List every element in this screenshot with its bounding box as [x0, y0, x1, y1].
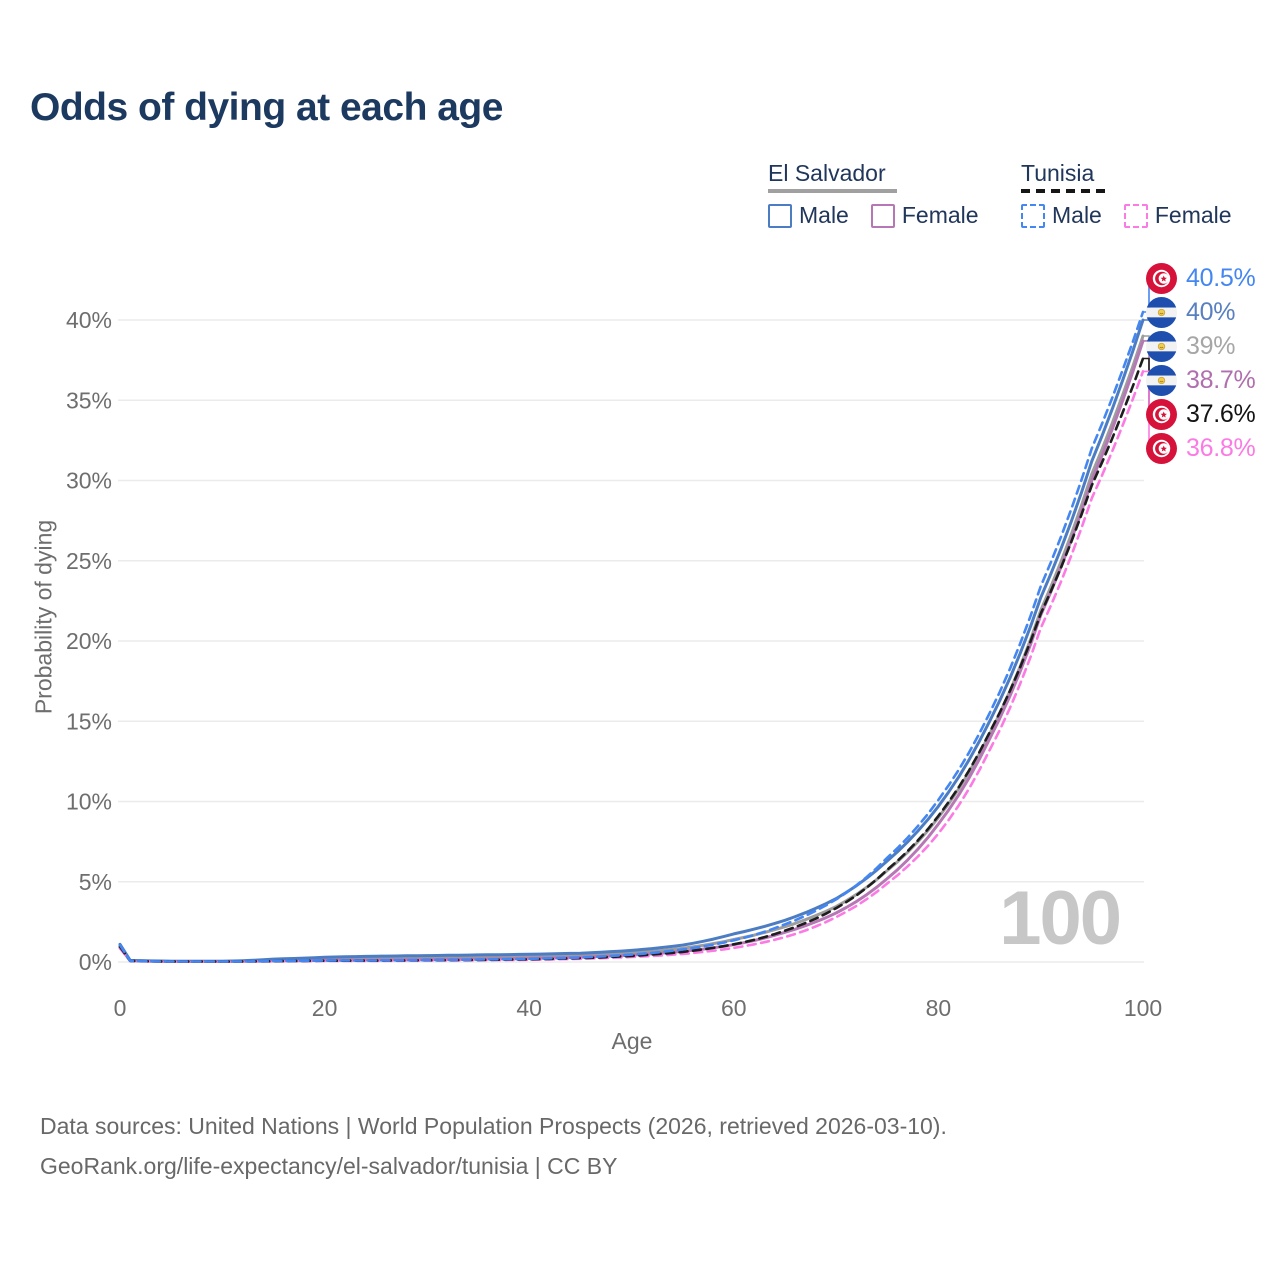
el-salvador-flag-icon: [1146, 364, 1177, 396]
y-tick-label: 35%: [66, 387, 112, 413]
female-dashed-swatch-icon: [1123, 203, 1148, 228]
series-line-tn-male: [118, 310, 1145, 963]
footer: Data sources: United Nations | World Pop…: [40, 1106, 947, 1186]
end-label-value: 36.8%: [1186, 433, 1256, 462]
x-tick-label: 0: [114, 995, 127, 1021]
x-axis-title: Age: [611, 1028, 653, 1054]
legend-country-label: Tunisia: [1021, 160, 1095, 186]
end-label-value: 37.6%: [1186, 399, 1256, 428]
tunisia-flag-icon: [1146, 398, 1177, 430]
tunisia-flag-icon: [1146, 432, 1177, 464]
data-sources-line: Data sources: United Nations | World Pop…: [40, 1113, 947, 1139]
end-label-sv-male: 40%: [1146, 296, 1236, 328]
y-tick-label: 25%: [66, 548, 112, 574]
series-line-tn-all: [118, 357, 1145, 963]
male-solid-swatch-icon: [768, 203, 792, 228]
y-tick-label: 20%: [66, 628, 112, 654]
y-axis-title: Probability of dying: [30, 519, 57, 715]
legend-item-el-salvador-male[interactable]: Male: [768, 202, 849, 229]
legend-item-label: Female: [901, 202, 979, 228]
x-tick-label: 100: [1124, 995, 1162, 1021]
end-label-value: 39%: [1186, 331, 1236, 360]
legend-item-el-salvador-female[interactable]: Female: [870, 202, 979, 229]
legend-group-el-salvador: El Salvador Male Female: [768, 160, 979, 229]
legend-item-label: Male: [1052, 202, 1102, 228]
y-tick-label: 10%: [66, 789, 112, 815]
legend-item-label: Male: [799, 202, 849, 228]
end-label-value: 38.7%: [1186, 365, 1256, 394]
attribution-line: GeoRank.org/life-expectancy/el-salvador/…: [40, 1153, 618, 1179]
x-tick-label: 40: [516, 995, 542, 1021]
page-title: Odds of dying at each age: [30, 86, 503, 129]
male-dashed-swatch-icon: [1021, 203, 1045, 228]
x-tick-label: 60: [721, 995, 747, 1021]
el-salvador-flag-icon: [1146, 330, 1177, 362]
end-label-value: 40%: [1186, 297, 1236, 326]
tunisia-line-style-rule: [1021, 189, 1105, 193]
series-line-sv-male: [118, 318, 1145, 963]
end-label-sv-all: 39%: [1146, 330, 1236, 362]
x-tick-label: 80: [926, 995, 952, 1021]
end-label-tn-all: 37.6%: [1146, 398, 1256, 430]
legend-item-label: Female: [1154, 202, 1232, 228]
el-salvador-line-style-rule: [768, 189, 897, 193]
series-line-sv-all: [118, 334, 1145, 963]
series-line-tn-female: [118, 370, 1145, 963]
y-tick-label: 0%: [79, 949, 112, 975]
female-solid-swatch-icon: [870, 203, 895, 228]
end-label-tn-male: 40.5%: [1146, 262, 1256, 294]
y-tick-label: 40%: [66, 307, 112, 333]
legend-group-tunisia: Tunisia Male Female: [1021, 160, 1232, 229]
tunisia-flag-icon: [1146, 262, 1177, 294]
age-watermark: 100: [999, 876, 1120, 961]
y-tick-label: 15%: [66, 708, 112, 734]
series-line-sv-female: [118, 339, 1145, 963]
legend-item-tunisia-female[interactable]: Female: [1123, 202, 1232, 229]
end-label-sv-female: 38.7%: [1146, 364, 1256, 396]
el-salvador-flag-icon: [1146, 296, 1177, 328]
y-tick-label: 5%: [79, 869, 112, 895]
legend-country-label: El Salvador: [768, 160, 886, 186]
legend-item-tunisia-male[interactable]: Male: [1021, 202, 1102, 229]
x-tick-label: 20: [312, 995, 338, 1021]
end-label-value: 40.5%: [1186, 263, 1256, 292]
y-tick-label: 30%: [66, 468, 112, 494]
end-label-tn-female: 36.8%: [1146, 432, 1256, 464]
